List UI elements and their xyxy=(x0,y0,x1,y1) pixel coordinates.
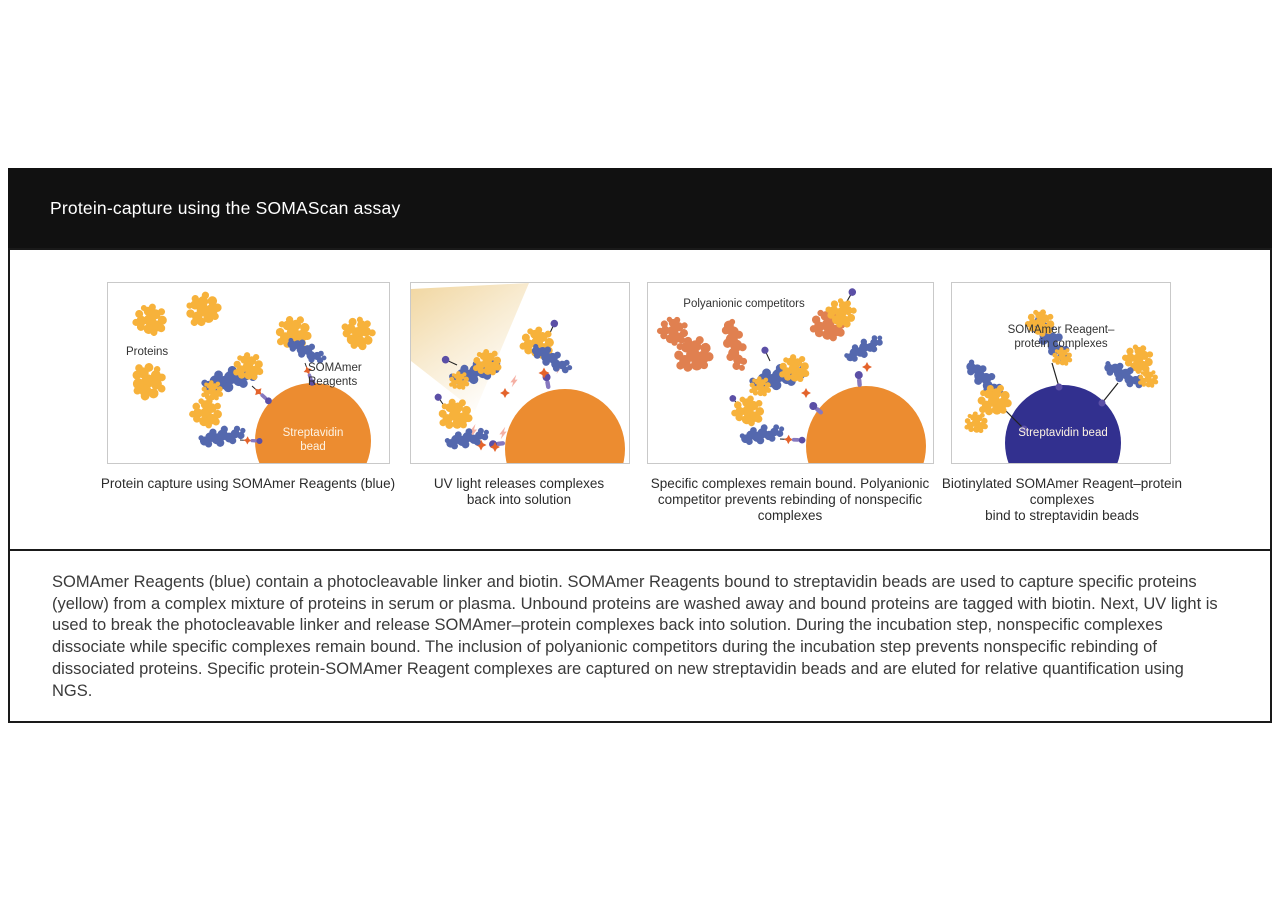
streptavidin-bead-label: Streptavidin bead xyxy=(1018,427,1108,439)
protein-blob xyxy=(336,309,382,356)
biotin-dot xyxy=(1098,399,1106,407)
competitor-blob xyxy=(718,317,752,374)
panel-bead-capture: SOMAmer Reagent–protein complexes Strept… xyxy=(951,282,1171,464)
protein-blob xyxy=(129,359,170,403)
biotin-dot xyxy=(1055,383,1063,391)
polyanionic-competitors-label: Polyanionic competitors xyxy=(683,298,805,310)
photocleavable-linker xyxy=(780,434,806,445)
streptavidin-bead-label: Streptavidin bead xyxy=(282,427,344,453)
somamer-protein-complexes-label: SOMAmer Reagent–protein complexes xyxy=(1007,324,1115,350)
photocleavable-linker-icon xyxy=(801,388,811,398)
panel-caption-1: Protein capture using SOMAmer Reagents (… xyxy=(100,476,396,491)
streptavidin-bead xyxy=(505,389,625,463)
panel-caption-3: Specific complexes remain bound. Polyani… xyxy=(650,476,930,523)
somamer-reagent-blob xyxy=(197,422,248,451)
panel-protein-capture: Proteins SOMAmer Reagents Streptavidin b… xyxy=(107,282,390,464)
protein-blob xyxy=(964,411,988,434)
streptavidin-bead xyxy=(1005,385,1121,463)
protein-blob xyxy=(130,299,171,339)
uv-beam xyxy=(411,283,529,411)
proteins-label: Proteins xyxy=(126,346,169,358)
description-section: SOMAmer Reagents (blue) contain a photoc… xyxy=(8,551,1272,723)
biotin-link xyxy=(1003,408,1025,430)
description-text: SOMAmer Reagents (blue) contain a photoc… xyxy=(52,573,1218,700)
linker-stub xyxy=(854,370,864,388)
panel-caption-2: UV light releases complexes back into so… xyxy=(433,476,605,507)
panel-uv-release-illustration xyxy=(411,283,625,463)
somamer-reagent-blob xyxy=(738,420,787,448)
photocleavable-linker-icon xyxy=(500,388,510,398)
panel-protein-capture-illustration xyxy=(129,286,382,463)
somascan-figure: Protein-capture using the SOMAScan assay xyxy=(8,168,1272,723)
biotin-link xyxy=(1101,382,1119,404)
streptavidin-bead xyxy=(806,386,926,463)
panel-incubation-competitors: Polyanionic competitors xyxy=(647,282,934,464)
photocleavable-linker xyxy=(249,383,274,407)
figure-title: Protein-capture using the SOMAScan assay xyxy=(50,197,401,218)
somamer-reagents-label: SOMAmer Reagents xyxy=(308,362,362,388)
panels-section: Proteins SOMAmer Reagents Streptavidin b… xyxy=(8,248,1272,551)
uv-cleavage-bolt-icon xyxy=(510,374,518,388)
protein-blob xyxy=(179,286,227,332)
biotin-dot xyxy=(1020,425,1028,433)
figure-header: Protein-capture using the SOMAScan assay xyxy=(8,168,1272,248)
panel-bead-capture-illustration xyxy=(960,305,1159,463)
uv-cleavage-bolt-icon xyxy=(499,426,507,440)
streptavidin-bead xyxy=(255,383,371,463)
biotin-tail xyxy=(759,344,774,364)
photocleavable-linker-icon xyxy=(862,362,872,372)
biotin-link xyxy=(1051,362,1060,388)
panel-uv-release xyxy=(410,282,630,464)
panel-incubation-illustration xyxy=(654,286,926,463)
somamer-reagent-blob xyxy=(841,330,888,367)
panel-caption-4: Biotinylated SOMAmer Reagent–protein com… xyxy=(941,476,1183,523)
